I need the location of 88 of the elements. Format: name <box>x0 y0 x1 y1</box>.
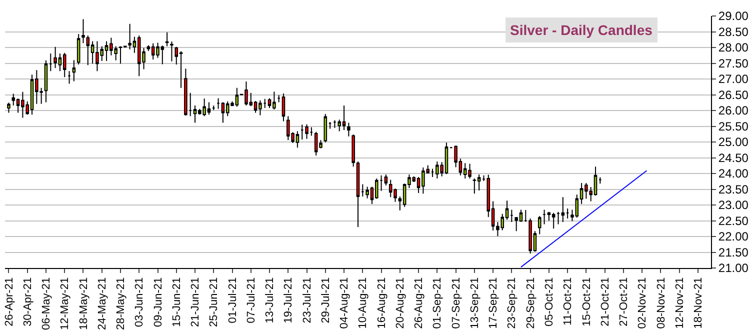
y-tick-label: 27.50 <box>718 56 749 70</box>
y-tick-label: 23.00 <box>718 198 749 212</box>
y-tick-label: 25.00 <box>718 135 749 150</box>
candlestick <box>561 196 565 223</box>
candlestick <box>472 178 476 194</box>
candlestick <box>482 174 486 182</box>
x-tick-label: 09-Jun-21 <box>152 277 164 327</box>
candlestick <box>566 208 570 220</box>
x-tick-label: 25-Jun-21 <box>208 277 220 327</box>
candlestick <box>68 70 71 84</box>
x-tick-label: 26-Apr-21 <box>3 277 16 326</box>
x-tick-label: 23-Jul-21 <box>301 277 314 324</box>
x-tick-label: 07-Sep-21 <box>450 277 462 329</box>
x-tick-label: 02-Nov-21 <box>636 277 649 329</box>
candlestick <box>7 102 10 114</box>
y-tick-label: 25.50 <box>718 119 749 134</box>
x-tick-label: 01-Sep-21 <box>432 277 444 329</box>
candlestick <box>165 32 169 47</box>
candlestick <box>556 211 560 225</box>
x-tick-label: 16-Aug-21 <box>376 277 388 329</box>
x-tick-label: 26-Aug-21 <box>413 277 426 329</box>
y-tick-label: 22.00 <box>718 230 749 244</box>
y-tick-label: 27.00 <box>718 72 749 86</box>
candlestick <box>477 174 481 192</box>
x-tick-label: 21-Jun-21 <box>190 277 202 327</box>
candlestick <box>552 212 556 230</box>
y-tick-label: 23.50 <box>718 182 749 196</box>
candlestick <box>277 94 280 103</box>
candlestick <box>347 122 350 137</box>
y-tick-label: 26.50 <box>718 88 749 102</box>
candlestick <box>305 124 308 140</box>
x-tick-label: 13-Jul-21 <box>264 277 276 324</box>
x-tick-label: 17-Sep-21 <box>488 277 500 329</box>
candlestick <box>430 168 434 178</box>
x-tick-label: 08-Nov-21 <box>655 277 668 329</box>
x-tick-label: 19-Jul-21 <box>282 277 295 324</box>
x-tick-label: 18-Nov-21 <box>692 277 705 329</box>
x-tick-label: 07-Jul-21 <box>245 277 258 324</box>
candlestick <box>598 176 602 184</box>
y-tick-label: 24.00 <box>718 166 749 181</box>
x-tick-label: 12-Nov-21 <box>674 277 686 329</box>
x-tick-label: 01-Jul-21 <box>226 277 239 324</box>
x-tick-label: 12-May-21 <box>59 277 72 330</box>
x-tick-label: 18-May-21 <box>78 277 90 330</box>
candlestick <box>384 174 388 186</box>
x-tick-label: 23-Sep-21 <box>506 277 518 329</box>
x-tick-label: 15-Oct-21 <box>580 277 593 326</box>
x-tick-label: 28-May-21 <box>115 277 128 330</box>
y-tick-label: 21.50 <box>718 245 749 260</box>
candlestick <box>76 33 80 66</box>
chart-title: Silver - Daily Candles <box>510 22 653 38</box>
candlestick <box>72 60 76 82</box>
candlestick <box>44 60 48 103</box>
candlestick <box>510 209 514 223</box>
candlestick <box>538 216 542 235</box>
x-tick-label: 21-Oct-21 <box>599 277 612 326</box>
candlestick <box>328 122 332 130</box>
y-tick-label: 29.00 <box>718 9 749 24</box>
y-tick-label: 21.00 <box>718 261 749 276</box>
y-tick-label: 22.50 <box>718 214 749 228</box>
candlestick <box>212 104 216 111</box>
candlestick <box>282 92 286 122</box>
candlestick <box>324 113 328 143</box>
x-tick-label: 29-Sep-21 <box>524 277 537 329</box>
x-tick-label: 30-Apr-21 <box>22 277 34 326</box>
candlestick <box>542 209 546 225</box>
x-tick-label: 29-Jul-21 <box>320 277 332 324</box>
candlestick <box>170 41 174 62</box>
candlestick <box>216 98 220 110</box>
x-tick-label: 03-Jun-21 <box>134 277 146 327</box>
x-tick-label: 24-May-21 <box>96 277 108 330</box>
x-tick-label: 13-Sep-21 <box>468 277 481 329</box>
x-tick-label: 20-Aug-21 <box>394 277 406 329</box>
x-tick-label: 11-Oct-21 <box>562 277 574 326</box>
x-tick-label: 27-Oct-21 <box>618 277 630 326</box>
y-tick-label: 26.00 <box>718 104 749 118</box>
x-tick-label: 04-Aug-21 <box>338 277 351 329</box>
x-tick-label: 10-Aug-21 <box>357 277 370 329</box>
y-tick-label: 24.50 <box>718 150 749 165</box>
y-tick-label: 28.50 <box>718 24 749 39</box>
x-tick-label: 06-May-21 <box>40 277 53 330</box>
candlestick <box>310 126 314 136</box>
candlestick <box>62 52 66 78</box>
y-tick-label: 28.00 <box>718 40 749 55</box>
x-tick-label: 15-Jun-21 <box>170 277 183 327</box>
candlestick <box>184 68 188 116</box>
candlestick <box>49 52 52 72</box>
x-tick-label: 05-Oct-21 <box>544 277 556 326</box>
